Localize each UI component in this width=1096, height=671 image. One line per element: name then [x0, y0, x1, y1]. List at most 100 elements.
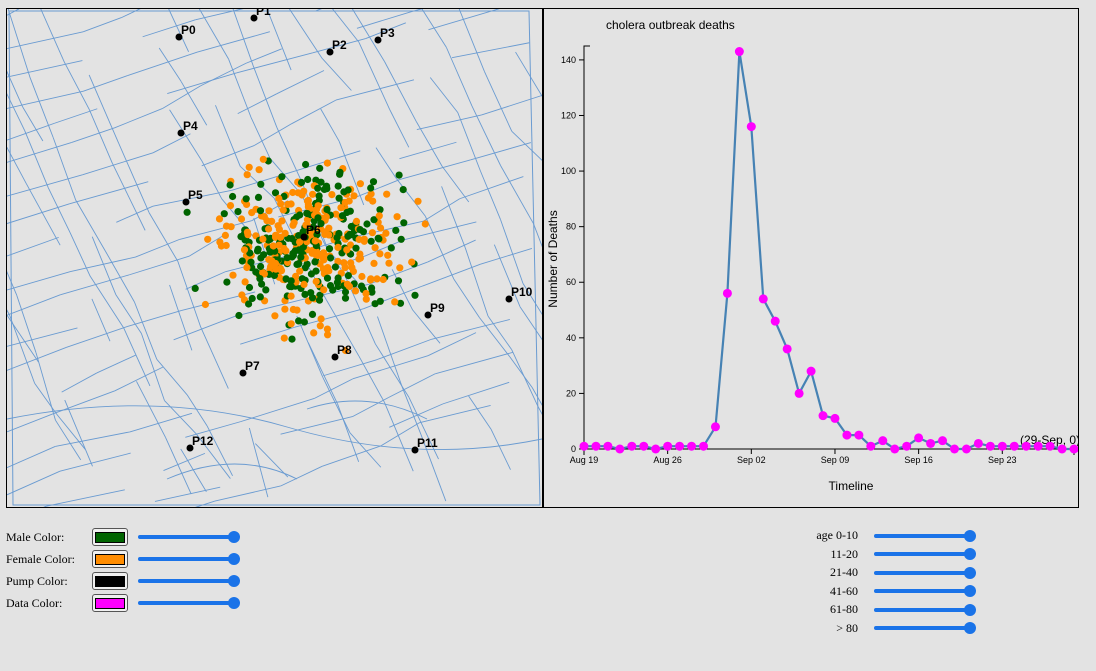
slider-thumb[interactable]: [228, 597, 240, 609]
female-death-point[interactable]: [308, 249, 316, 257]
data-point[interactable]: [603, 441, 613, 451]
data-point[interactable]: [866, 441, 876, 451]
male-death-point[interactable]: [299, 228, 307, 236]
slider-thumb[interactable]: [228, 575, 240, 587]
male-death-point[interactable]: [315, 192, 323, 200]
male-death-point[interactable]: [247, 258, 255, 266]
age-filter-slider[interactable]: [874, 603, 976, 617]
male-death-point[interactable]: [371, 300, 379, 308]
female-death-point[interactable]: [271, 233, 280, 241]
male-death-point[interactable]: [223, 278, 231, 286]
male-death-point[interactable]: [246, 249, 254, 257]
data-point[interactable]: [710, 422, 720, 432]
female-death-point[interactable]: [379, 275, 387, 284]
female-death-point[interactable]: [377, 224, 385, 232]
female-death-point[interactable]: [414, 197, 422, 205]
age-filter-slider[interactable]: [874, 566, 976, 580]
female-death-point[interactable]: [319, 265, 327, 273]
color-picker-button[interactable]: [92, 572, 128, 590]
male-death-point[interactable]: [400, 219, 408, 227]
female-death-point[interactable]: [265, 256, 273, 264]
male-death-point[interactable]: [375, 235, 383, 243]
female-death-point[interactable]: [287, 320, 295, 328]
female-death-point[interactable]: [362, 289, 370, 298]
male-death-point[interactable]: [238, 257, 246, 265]
female-death-point[interactable]: [337, 204, 345, 212]
female-death-point[interactable]: [341, 263, 349, 272]
male-death-point[interactable]: [257, 180, 265, 188]
male-death-point[interactable]: [237, 233, 245, 241]
data-point[interactable]: [615, 444, 625, 454]
female-death-point[interactable]: [323, 325, 331, 333]
data-point[interactable]: [639, 441, 649, 451]
male-death-point[interactable]: [341, 288, 350, 296]
data-point[interactable]: [854, 430, 864, 440]
male-death-point[interactable]: [288, 335, 296, 343]
male-death-point[interactable]: [399, 186, 407, 194]
male-death-point[interactable]: [264, 236, 272, 244]
data-point[interactable]: [746, 122, 756, 132]
female-death-point[interactable]: [226, 202, 235, 210]
female-death-point[interactable]: [323, 159, 331, 167]
male-death-point[interactable]: [369, 178, 378, 186]
pump-p4[interactable]: P4: [177, 119, 199, 137]
female-death-point[interactable]: [385, 259, 393, 267]
data-point[interactable]: [782, 344, 792, 354]
male-death-point[interactable]: [311, 258, 319, 266]
male-death-point[interactable]: [301, 290, 309, 298]
female-death-point[interactable]: [276, 264, 285, 273]
male-death-point[interactable]: [368, 284, 376, 292]
female-death-point[interactable]: [244, 231, 252, 239]
data-point[interactable]: [997, 441, 1007, 451]
female-death-point[interactable]: [396, 264, 404, 272]
male-death-point[interactable]: [242, 195, 250, 203]
male-death-point[interactable]: [323, 205, 331, 214]
data-point[interactable]: [1009, 441, 1019, 451]
female-death-point[interactable]: [269, 242, 277, 250]
male-death-point[interactable]: [266, 248, 274, 256]
color-picker-button[interactable]: [92, 528, 128, 546]
female-death-point[interactable]: [362, 295, 370, 303]
pump-p6[interactable]: P6: [300, 223, 322, 241]
female-death-point[interactable]: [316, 251, 324, 259]
female-death-point[interactable]: [274, 222, 282, 230]
female-death-point[interactable]: [356, 180, 364, 188]
female-death-point[interactable]: [304, 196, 312, 204]
male-death-point[interactable]: [370, 216, 378, 224]
female-death-point[interactable]: [366, 276, 375, 284]
male-death-point[interactable]: [344, 186, 352, 194]
male-death-point[interactable]: [334, 182, 342, 190]
slider-thumb[interactable]: [964, 622, 976, 634]
female-death-point[interactable]: [238, 291, 246, 299]
data-point[interactable]: [675, 441, 685, 451]
slider-thumb[interactable]: [228, 553, 240, 565]
male-death-point[interactable]: [297, 253, 305, 261]
female-death-point[interactable]: [296, 267, 304, 275]
data-point[interactable]: [627, 441, 637, 451]
female-death-point[interactable]: [320, 256, 328, 264]
female-death-point[interactable]: [290, 219, 298, 227]
female-death-point[interactable]: [317, 225, 325, 233]
data-point[interactable]: [949, 444, 959, 454]
male-death-point[interactable]: [248, 294, 256, 303]
female-death-point[interactable]: [237, 215, 246, 223]
male-death-point[interactable]: [257, 262, 265, 271]
male-death-point[interactable]: [317, 178, 325, 186]
female-death-point[interactable]: [350, 192, 358, 200]
female-death-point[interactable]: [221, 231, 229, 239]
data-point[interactable]: [770, 316, 780, 326]
male-death-point[interactable]: [304, 175, 312, 184]
opacity-slider[interactable]: [138, 596, 240, 610]
female-death-point[interactable]: [317, 315, 325, 323]
female-death-point[interactable]: [265, 207, 273, 215]
data-point[interactable]: [591, 441, 601, 451]
male-death-point[interactable]: [245, 283, 254, 292]
female-death-point[interactable]: [280, 334, 288, 342]
male-death-point[interactable]: [314, 184, 322, 192]
data-point[interactable]: [651, 444, 661, 454]
female-death-point[interactable]: [243, 263, 251, 272]
male-death-point[interactable]: [320, 185, 328, 193]
male-death-point[interactable]: [367, 237, 375, 245]
pump-p3[interactable]: P3: [374, 26, 396, 44]
male-death-point[interactable]: [347, 222, 355, 231]
